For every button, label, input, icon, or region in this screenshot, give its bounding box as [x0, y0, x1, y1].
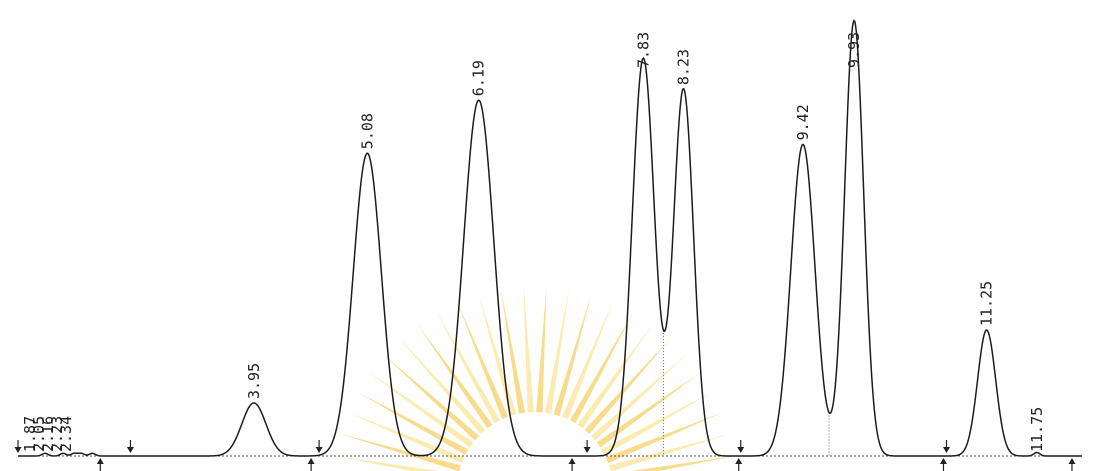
peak-label: 11.75 — [1028, 407, 1046, 452]
sunburst-ray — [355, 390, 469, 456]
peak-end-marker — [568, 458, 576, 471]
peak-label: 5.08 — [358, 113, 376, 149]
peak-start-marker — [126, 440, 134, 453]
peak-label: 1.87 — [21, 416, 39, 452]
peak-start-marker — [315, 440, 323, 453]
sunburst-ray — [435, 310, 501, 424]
peak-label: 11.25 — [978, 281, 996, 326]
sunburst-ray — [577, 322, 654, 429]
peak-label: 3.95 — [245, 363, 263, 399]
sunburst-ray — [630, 455, 738, 471]
sunburst-ray — [553, 293, 592, 416]
sunburst-ray — [584, 337, 672, 434]
sunburst-ray — [367, 371, 474, 448]
sunburst-ray — [601, 390, 715, 456]
sunburst-ray — [398, 337, 486, 434]
sunburst-ray — [544, 287, 570, 414]
peak-start-marker — [14, 440, 22, 453]
peak-label: 9.93 — [845, 32, 863, 68]
peak-label: 6.19 — [470, 60, 488, 96]
peak-label: 9.42 — [794, 104, 812, 140]
chromatogram-trace — [18, 19, 1082, 457]
peak-end-marker — [307, 458, 315, 471]
peak-start-marker — [737, 440, 745, 453]
peak-end-marker — [939, 458, 947, 471]
sunburst-ray — [500, 287, 526, 414]
sunburst-ray — [605, 411, 725, 464]
sunburst-ray — [478, 293, 517, 416]
sunburst-ray — [561, 300, 614, 420]
sunburst-ray — [382, 353, 479, 441]
peak-labels: 1.872.052.162.232.34 3.95 5.08 6.19 7.83 8.23… — [21, 32, 1046, 452]
peak-end-marker — [1068, 458, 1076, 471]
peak-start-marker — [583, 440, 591, 453]
peak-label: 2.34 — [57, 416, 75, 452]
sunburst-ray — [569, 310, 635, 424]
sunburst-ray — [596, 371, 703, 448]
peak-end-marker — [735, 458, 743, 471]
sunburst-ray — [338, 433, 461, 471]
sunburst-ray — [416, 322, 493, 429]
peak-label: 8.23 — [675, 49, 693, 85]
integration-markers — [14, 440, 1076, 471]
sunburst-ray — [456, 300, 509, 420]
sunburst-ray — [332, 455, 440, 471]
sunburst-ray — [536, 285, 547, 413]
peak-end-marker — [96, 458, 104, 471]
peak-label: 2.05 — [30, 416, 48, 452]
peak-label: 2.23 — [48, 416, 66, 452]
peak-label: 2.16 — [39, 416, 57, 452]
peak-start-marker — [942, 440, 950, 453]
peak-label: 7.83 — [634, 32, 652, 68]
sunburst-ray — [523, 285, 534, 413]
sunburst-ray — [609, 433, 732, 471]
sunburst-logo-icon — [332, 285, 738, 471]
sunburst-ray — [591, 353, 688, 441]
